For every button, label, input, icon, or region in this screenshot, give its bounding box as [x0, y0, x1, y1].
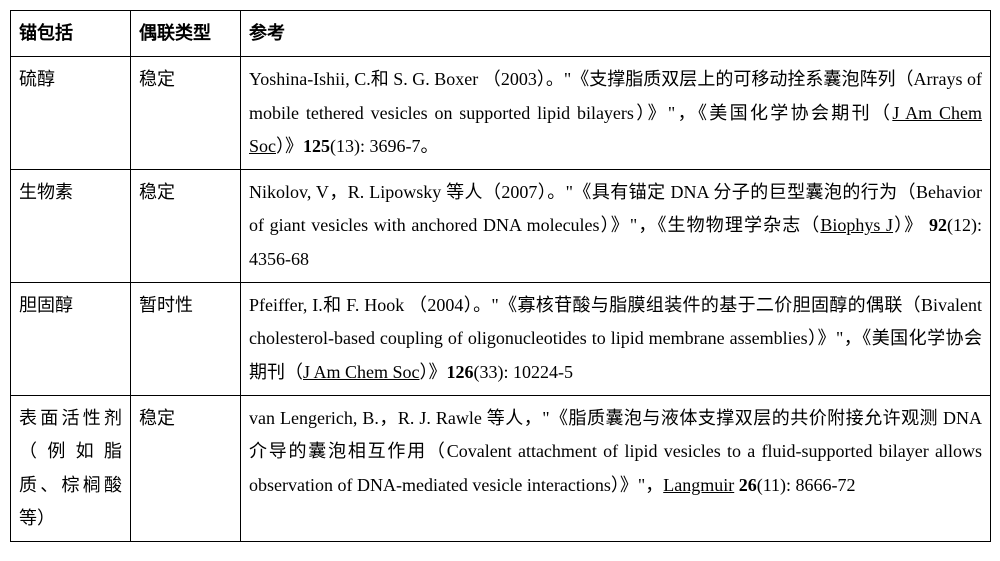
ref-text-part: (33): 10224-5: [474, 362, 573, 382]
ref-text-part: ）》: [276, 136, 303, 156]
cell-anchor: 生物素: [11, 170, 131, 283]
cell-coupling: 暂时性: [131, 283, 241, 396]
ref-text-part: van Lengerich, B.，R. J. Rawle 等人，"《脂质囊泡与…: [249, 408, 982, 495]
table-header-row: 锚包括 偶联类型 参考: [11, 11, 991, 57]
ref-text-part: (13): 3696-7。: [330, 136, 438, 156]
cell-reference: Yoshina-Ishii, C.和 S. G. Boxer （2003）。"《…: [241, 57, 991, 170]
table-row: 胆固醇 暂时性 Pfeiffer, I.和 F. Hook （2004）。"《寡…: [11, 283, 991, 396]
cell-anchor: 胆固醇: [11, 283, 131, 396]
cell-coupling: 稳定: [131, 395, 241, 541]
header-coupling: 偶联类型: [131, 11, 241, 57]
ref-volume: 126: [447, 362, 474, 382]
table-row: 表面活性剂（例如脂质、棕榈酸等） 稳定 van Lengerich, B.，R.…: [11, 395, 991, 541]
ref-text-part: ）》: [893, 215, 929, 235]
cell-reference: van Lengerich, B.，R. J. Rawle 等人，"《脂质囊泡与…: [241, 395, 991, 541]
ref-journal: Biophys J: [820, 215, 893, 235]
ref-text-part: ）》: [420, 362, 447, 382]
ref-text-part: Yoshina-Ishii, C.和 S. G. Boxer （2003）。"《…: [249, 69, 982, 122]
header-anchor: 锚包括: [11, 11, 131, 57]
cell-anchor: 表面活性剂（例如脂质、棕榈酸等）: [11, 395, 131, 541]
cell-coupling: 稳定: [131, 57, 241, 170]
header-reference: 参考: [241, 11, 991, 57]
ref-volume: 125: [303, 136, 330, 156]
reference-table: 锚包括 偶联类型 参考 硫醇 稳定 Yoshina-Ishii, C.和 S. …: [10, 10, 991, 542]
cell-anchor: 硫醇: [11, 57, 131, 170]
ref-volume: 92: [929, 215, 947, 235]
ref-journal: J Am Chem Soc: [303, 362, 420, 382]
table-row: 硫醇 稳定 Yoshina-Ishii, C.和 S. G. Boxer （20…: [11, 57, 991, 170]
ref-volume: 26: [739, 475, 757, 495]
cell-reference: Nikolov, V，R. Lipowsky 等人（2007）。"《具有锚定 D…: [241, 170, 991, 283]
ref-journal: Langmuir: [663, 475, 734, 495]
cell-coupling: 稳定: [131, 170, 241, 283]
table-row: 生物素 稳定 Nikolov, V，R. Lipowsky 等人（2007）。"…: [11, 170, 991, 283]
cell-reference: Pfeiffer, I.和 F. Hook （2004）。"《寡核苷酸与脂膜组装…: [241, 283, 991, 396]
ref-text-part: (11): 8666-72: [757, 475, 856, 495]
